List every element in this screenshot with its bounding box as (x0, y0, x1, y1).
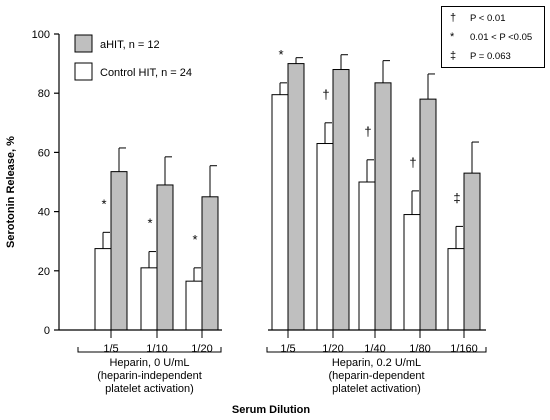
significance-marker: † (322, 87, 329, 102)
significance-marker: * (278, 47, 283, 62)
significance-legend: † P < 0.01 * 0.01 < P <0.05 ‡ P = 0.063 (441, 6, 545, 68)
bars (94, 63, 481, 331)
legend-swatch (74, 34, 93, 53)
group-bracket (266, 347, 487, 353)
y-tick-label: 100 (32, 29, 50, 41)
error-bars (102, 54, 479, 282)
group-label: Heparin, 0 U/mL (109, 357, 189, 369)
significance-marker: * (101, 196, 106, 211)
legend-label: Control HIT, n = 24 (100, 67, 192, 79)
y-tick-label: 40 (38, 207, 50, 219)
y-tick-label: 80 (38, 88, 50, 100)
dagger-symbol: † (450, 12, 457, 24)
y-axis: 0 20 40 60 80 100 (32, 29, 60, 337)
x-axis-label: Serum Dilution (232, 404, 311, 416)
double-dagger-symbol: ‡ (450, 50, 457, 62)
y-tick-label: 0 (44, 325, 50, 337)
group-label: (heparin-dependent (328, 370, 424, 382)
y-tick-label: 60 (38, 147, 50, 159)
group-label: platelet activation) (105, 383, 194, 395)
significance-marker: * (192, 232, 197, 247)
ahit-bar (156, 184, 174, 331)
ahit-bar (287, 63, 305, 331)
x-axis: 1/5 1/10 1/20 1/5 1/20 1/40 1/80 1/160 Heparin, … (59, 329, 487, 395)
x-tick-label: 1/20 (191, 343, 212, 355)
ahit-bar (419, 98, 437, 331)
ahit-bar (332, 69, 350, 331)
x-tick-label: 1/160 (450, 343, 478, 355)
control-hit-bar (316, 143, 334, 331)
legend-swatch (74, 62, 93, 81)
significance-description: P < 0.01 (470, 13, 506, 24)
significance-marker: † (409, 155, 416, 170)
control-hit-bar (185, 280, 203, 331)
significance-marker: ‡ (453, 190, 460, 205)
significance-legend-row: ‡ P = 0.063 (450, 50, 511, 62)
x-tick-label: 1/20 (322, 343, 343, 355)
legend-label: aHIT, n = 12 (100, 39, 160, 51)
control-hit-bar (358, 181, 376, 331)
ahit-bar (201, 196, 219, 331)
significance-marker: † (364, 124, 371, 139)
y-axis-label: Serotonin Release, % (5, 136, 17, 248)
significance-markers: * * * * † † † ‡ (101, 47, 460, 247)
x-tick-label: 1/80 (409, 343, 430, 355)
x-tick-label: 1/5 (103, 343, 118, 355)
group-label: (heparin-independent (97, 370, 202, 382)
x-tick-label: 1/10 (146, 343, 167, 355)
significance-description: 0.01 < P <0.05 (470, 32, 533, 43)
control-hit-bar (94, 248, 112, 331)
group-bracket (77, 347, 222, 353)
ahit-bar (110, 171, 128, 331)
group-label: Heparin, 0.2 U/mL (332, 357, 421, 369)
ahit-bar (463, 172, 481, 331)
significance-description: P = 0.063 (470, 51, 511, 62)
x-tick-label: 1/5 (280, 343, 295, 355)
significance-legend-row: † P < 0.01 (450, 12, 505, 24)
significance-legend-row: * 0.01 < P <0.05 (450, 31, 532, 43)
x-tick-label: 1/40 (364, 343, 385, 355)
significance-marker: * (147, 216, 152, 231)
series-legend: aHIT, n = 12 Control HIT, n = 24 (74, 34, 192, 81)
control-hit-bar (403, 214, 421, 331)
ahit-bar (374, 82, 392, 331)
y-tick-label: 20 (38, 266, 50, 278)
asterisk-symbol: * (450, 31, 455, 43)
group-label: platelet activation) (332, 383, 421, 395)
control-hit-bar (447, 248, 465, 331)
control-hit-bar (140, 267, 158, 331)
control-hit-bar (271, 94, 289, 331)
